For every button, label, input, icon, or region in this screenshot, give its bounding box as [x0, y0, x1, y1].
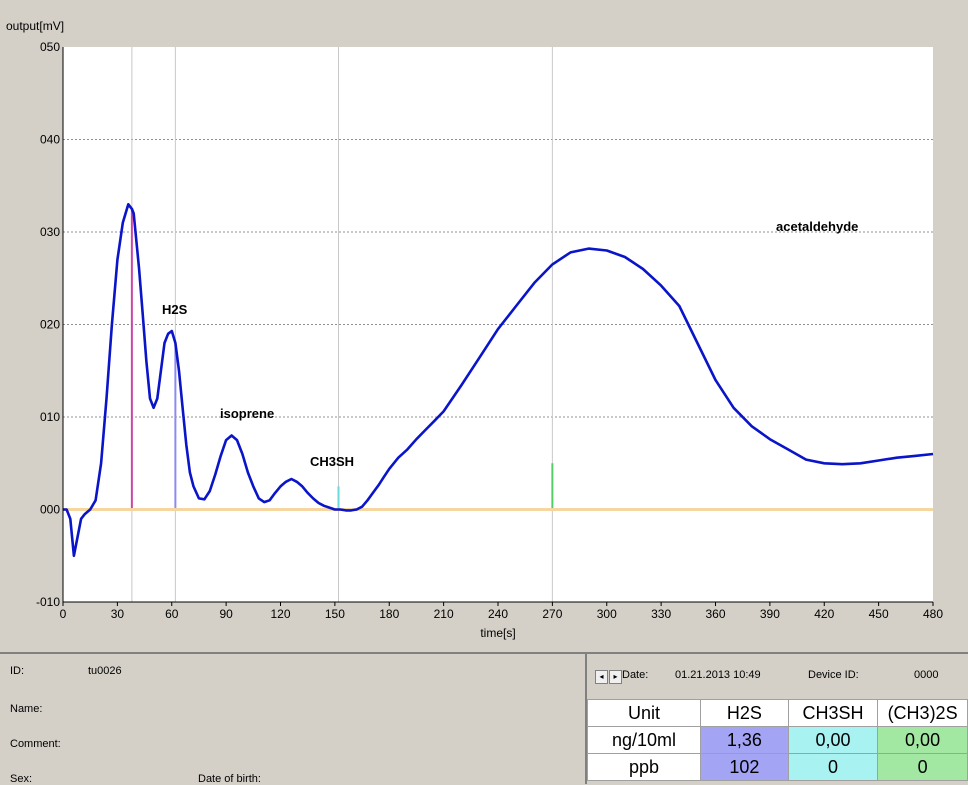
y-tick-label: 010 [40, 410, 60, 424]
table-row: ng/10ml 1,36 0,00 0,00 [586, 726, 968, 754]
header-ch32s: (CH3)2S [877, 699, 968, 727]
patient-info-panel: ID: tu0026 Name: Comment: Sex: Date of b… [0, 654, 587, 785]
row-unit: ppb [586, 753, 702, 781]
date-value: 01.21.2013 10:49 [675, 669, 761, 681]
prev-record-button[interactable]: ◂ [595, 670, 608, 684]
annotation-acetaldehyde: acetaldehyde [776, 219, 858, 234]
cell-h2s: 102 [700, 753, 789, 781]
cell-h2s: 1,36 [700, 726, 789, 754]
record-navigator: ◂ ▸ [595, 670, 622, 684]
row-unit: ng/10ml [586, 726, 702, 754]
y-tick-label: 050 [40, 40, 60, 54]
signal-curve [63, 203, 934, 558]
x-tick-label: 240 [488, 607, 508, 621]
info-panel: ID: tu0026 Name: Comment: Sex: Date of b… [0, 652, 968, 785]
cell-ch3sh: 0 [787, 753, 879, 781]
header-unit: Unit [586, 699, 702, 727]
results-panel: ◂ ▸ Date: 01.21.2013 10:49 Device ID: 00… [586, 654, 968, 784]
plot-area [63, 47, 933, 602]
x-tick-label: 270 [542, 607, 562, 621]
next-record-button[interactable]: ▸ [609, 670, 622, 684]
x-tick-label: 90 [219, 607, 233, 621]
x-axis-label: time[s] [480, 626, 515, 640]
cell-ch3sh: 0,00 [787, 726, 879, 754]
x-tick-label: 210 [434, 607, 454, 621]
x-tick-label: 0 [60, 607, 67, 621]
id-value: tu0026 [88, 665, 122, 677]
y-tick-label: 030 [40, 225, 60, 239]
cell-ch32s: 0,00 [877, 726, 968, 754]
chart-panel: -010 000 010 020 030 040 050 0 30 60 90 120 150 180 21… [6, 19, 944, 640]
x-tick-label: 480 [923, 607, 943, 621]
x-tick-label: 330 [651, 607, 671, 621]
y-tick-label: 020 [40, 318, 60, 332]
results-table: Unit H2S CH3SH (CH3)2S ng/10ml 1,36 0,00… [586, 699, 968, 781]
name-label: Name: [10, 703, 43, 715]
x-tick-label: 30 [111, 607, 125, 621]
id-label: ID: [10, 665, 25, 677]
table-row: ppb 102 0 0 [586, 753, 968, 781]
date-of-birth-label: Date of birth: [198, 773, 261, 785]
y-tick-label: 000 [40, 503, 60, 517]
x-tick-label: 300 [597, 607, 617, 621]
comment-label: Comment: [10, 738, 61, 750]
device-id-label: Device ID: [808, 669, 859, 681]
header-ch3sh: CH3SH [787, 699, 879, 727]
x-tick-label: 420 [814, 607, 834, 621]
x-tick-label: 180 [379, 607, 399, 621]
x-tick-label: 360 [705, 607, 725, 621]
y-tick-label: 040 [40, 133, 60, 147]
y-tick-label: -010 [36, 595, 60, 609]
x-tick-label: 150 [325, 607, 345, 621]
x-tick-label: 390 [760, 607, 780, 621]
x-tick-label: 120 [270, 607, 290, 621]
annotation-ch3sh: CH3SH [310, 454, 354, 469]
cell-ch32s: 0 [877, 753, 968, 781]
sex-label: Sex: [10, 773, 33, 785]
annotation-isoprene: isoprene [220, 406, 274, 421]
annotation-h2s: H2S [162, 302, 188, 317]
device-id-value: 0000 [914, 669, 939, 681]
x-tick-label: 450 [869, 607, 889, 621]
date-label: Date: [622, 669, 649, 681]
header-h2s: H2S [700, 699, 789, 727]
y-axis-label: output[mV] [6, 19, 64, 33]
x-tick-label: 60 [165, 607, 179, 621]
table-header-row: Unit H2S CH3SH (CH3)2S [586, 699, 968, 727]
